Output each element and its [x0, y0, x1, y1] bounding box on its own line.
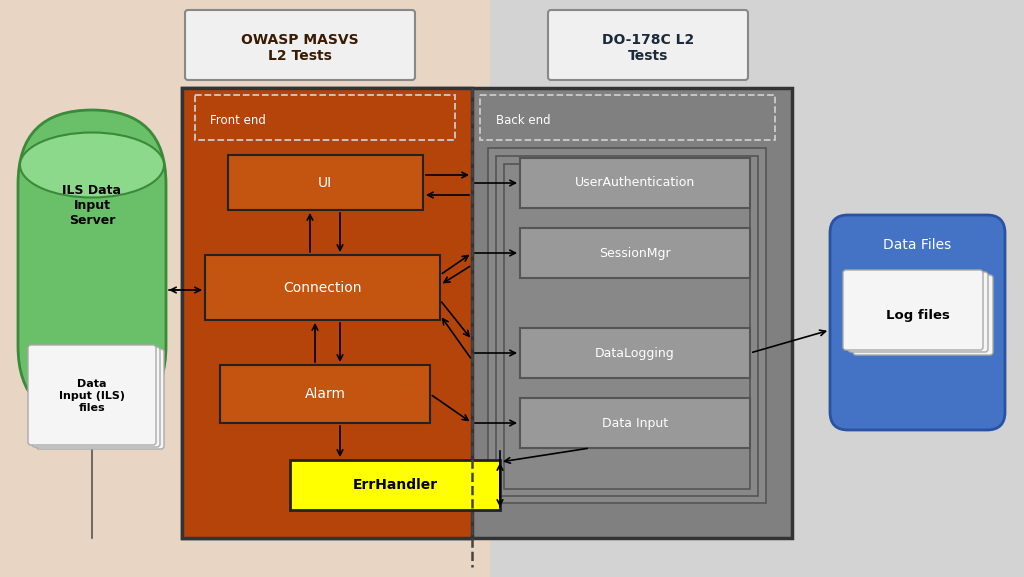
Bar — [496, 156, 758, 496]
Bar — [520, 158, 750, 208]
Bar — [220, 365, 430, 423]
Text: Alarm: Alarm — [304, 387, 345, 401]
Bar — [520, 228, 750, 278]
FancyBboxPatch shape — [843, 270, 983, 350]
Bar — [480, 95, 775, 140]
Text: Data Files: Data Files — [883, 238, 951, 252]
Text: UI: UI — [317, 176, 332, 190]
Text: DataLogging: DataLogging — [595, 347, 675, 359]
FancyBboxPatch shape — [848, 272, 988, 352]
Bar — [195, 95, 455, 140]
FancyBboxPatch shape — [36, 349, 164, 449]
FancyBboxPatch shape — [18, 110, 166, 420]
Text: UserAuthentication: UserAuthentication — [574, 177, 695, 189]
Text: Connection: Connection — [283, 281, 361, 295]
Text: Data
Input (ILS)
files: Data Input (ILS) files — [59, 380, 125, 413]
Text: Log files: Log files — [886, 309, 950, 321]
Text: DO-178C L2
Tests: DO-178C L2 Tests — [602, 33, 694, 63]
Text: Data Input: Data Input — [602, 417, 668, 429]
Bar — [228, 155, 423, 210]
Text: SessionMgr: SessionMgr — [599, 246, 671, 260]
Bar — [182, 88, 472, 538]
FancyBboxPatch shape — [853, 275, 993, 355]
Text: Front end: Front end — [210, 114, 266, 126]
Bar — [490, 0, 1024, 577]
Bar — [290, 460, 500, 510]
Bar — [504, 164, 750, 489]
Text: OWASP MASVS
L2 Tests: OWASP MASVS L2 Tests — [242, 33, 358, 63]
Bar — [205, 255, 440, 320]
FancyBboxPatch shape — [32, 347, 160, 447]
FancyBboxPatch shape — [185, 10, 415, 80]
Bar — [182, 88, 792, 538]
Text: ErrHandler: ErrHandler — [352, 478, 437, 492]
Text: ILS Data
Input
Server: ILS Data Input Server — [62, 183, 122, 227]
FancyBboxPatch shape — [548, 10, 748, 80]
FancyBboxPatch shape — [28, 345, 156, 445]
Bar — [520, 398, 750, 448]
FancyBboxPatch shape — [830, 215, 1005, 430]
Bar — [488, 148, 766, 503]
Ellipse shape — [20, 133, 164, 197]
Bar — [520, 328, 750, 378]
Text: Back end: Back end — [496, 114, 551, 126]
